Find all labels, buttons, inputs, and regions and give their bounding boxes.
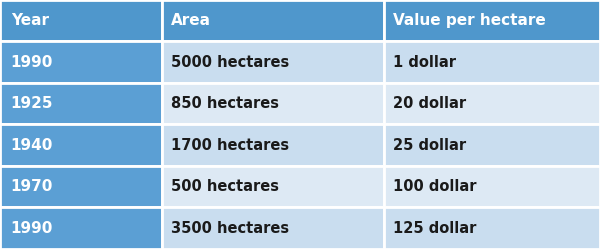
- FancyBboxPatch shape: [384, 124, 600, 166]
- FancyBboxPatch shape: [162, 42, 384, 83]
- Text: 20 dollar: 20 dollar: [393, 96, 466, 111]
- FancyBboxPatch shape: [0, 207, 162, 249]
- FancyBboxPatch shape: [384, 0, 600, 42]
- Text: 850 hectares: 850 hectares: [171, 96, 279, 111]
- Text: 1700 hectares: 1700 hectares: [171, 138, 289, 153]
- Text: 1990: 1990: [11, 55, 53, 70]
- FancyBboxPatch shape: [162, 166, 384, 207]
- Text: 125 dollar: 125 dollar: [393, 221, 476, 236]
- Text: Year: Year: [11, 13, 49, 28]
- Text: 100 dollar: 100 dollar: [393, 179, 476, 194]
- FancyBboxPatch shape: [162, 207, 384, 249]
- FancyBboxPatch shape: [0, 166, 162, 207]
- Text: 1 dollar: 1 dollar: [393, 55, 456, 70]
- Text: Area: Area: [171, 13, 211, 28]
- Text: 1925: 1925: [11, 96, 53, 111]
- FancyBboxPatch shape: [384, 166, 600, 207]
- FancyBboxPatch shape: [0, 0, 162, 42]
- Text: 1970: 1970: [11, 179, 53, 194]
- Text: 1940: 1940: [11, 138, 53, 153]
- FancyBboxPatch shape: [0, 42, 162, 83]
- FancyBboxPatch shape: [162, 0, 384, 42]
- Text: 5000 hectares: 5000 hectares: [171, 55, 289, 70]
- FancyBboxPatch shape: [0, 124, 162, 166]
- FancyBboxPatch shape: [384, 83, 600, 124]
- Text: 25 dollar: 25 dollar: [393, 138, 466, 153]
- Text: 3500 hectares: 3500 hectares: [171, 221, 289, 236]
- FancyBboxPatch shape: [384, 42, 600, 83]
- FancyBboxPatch shape: [384, 207, 600, 249]
- Text: 1990: 1990: [11, 221, 53, 236]
- Text: 500 hectares: 500 hectares: [171, 179, 279, 194]
- FancyBboxPatch shape: [162, 124, 384, 166]
- Text: Value per hectare: Value per hectare: [393, 13, 546, 28]
- FancyBboxPatch shape: [0, 83, 162, 124]
- FancyBboxPatch shape: [162, 83, 384, 124]
